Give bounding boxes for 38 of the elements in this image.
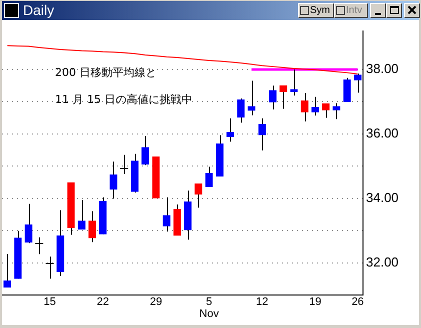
candlestick bbox=[162, 196, 170, 232]
y-tick-label: 34.00 bbox=[366, 190, 399, 205]
x-tick-label: 15 bbox=[44, 296, 56, 308]
candlestick bbox=[300, 92, 308, 122]
annotation: 200 日移動平均線と bbox=[55, 65, 156, 80]
x-tick-label: 5 Nov bbox=[199, 296, 220, 320]
annotation: 11 月 15 日の高値に挑戦中 bbox=[55, 92, 192, 107]
candlestick bbox=[248, 80, 256, 116]
x-tick-label: 26 bbox=[352, 296, 364, 308]
x-tick-label: 29 bbox=[150, 296, 162, 308]
y-tick-label: 36.00 bbox=[366, 125, 399, 140]
candlestick bbox=[3, 254, 12, 288]
candlestick bbox=[280, 85, 288, 110]
candlestick bbox=[343, 77, 351, 102]
candlestick bbox=[205, 166, 213, 188]
y-tick-label: 38.00 bbox=[366, 61, 399, 76]
chart-title: Daily bbox=[23, 2, 54, 19]
candlestick bbox=[78, 199, 86, 230]
x-tick-label: 19 bbox=[309, 296, 322, 308]
candlestick bbox=[34, 236, 44, 255]
candlestick bbox=[322, 103, 330, 118]
candlestick bbox=[110, 161, 118, 200]
candlestick bbox=[226, 118, 234, 142]
x-tick-label: 12 bbox=[256, 296, 268, 308]
candlestick bbox=[120, 154, 129, 174]
text: Sym bbox=[310, 5, 330, 16]
candlestick bbox=[237, 98, 245, 124]
text: Intv bbox=[346, 5, 362, 16]
candlestick bbox=[332, 102, 340, 120]
candlestick bbox=[311, 96, 320, 116]
y-tick-label: 32.00 bbox=[366, 254, 399, 270]
candlestick bbox=[290, 68, 298, 96]
candlestick bbox=[88, 210, 96, 243]
candlestick bbox=[24, 203, 32, 244]
candlestick bbox=[142, 136, 150, 166]
x-tick-label: 22 bbox=[96, 296, 109, 308]
candlestick bbox=[45, 256, 54, 280]
candlestick bbox=[258, 118, 266, 151]
